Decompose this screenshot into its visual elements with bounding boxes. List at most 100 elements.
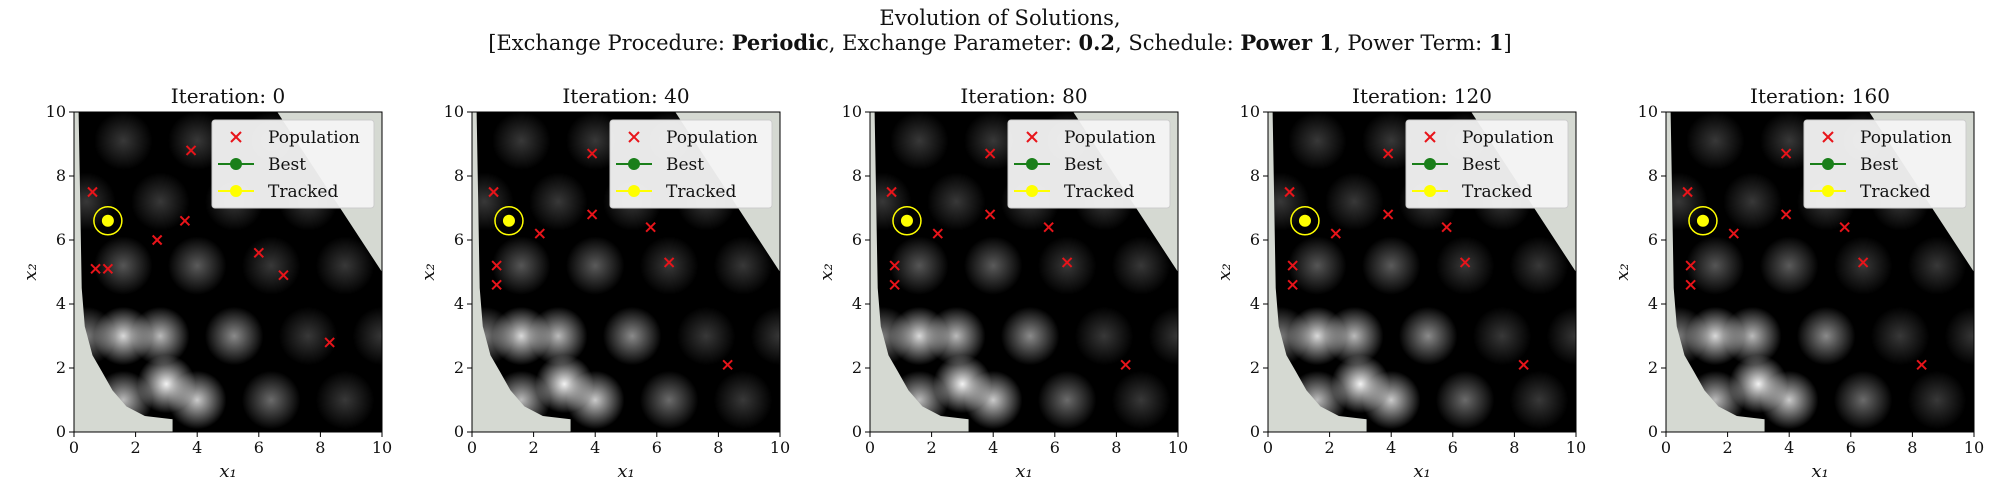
population-x-stroke-b	[586, 148, 598, 159]
legend-dot-icon	[1424, 158, 1436, 170]
population-x-stroke-b	[1441, 221, 1452, 233]
landscape-peak	[137, 354, 196, 414]
legend: Population Best Tracked	[1803, 119, 1967, 209]
landscape-peak	[1111, 370, 1171, 430]
y-tick-label: 8	[1250, 166, 1260, 185]
landscape-peak	[639, 236, 699, 295]
x-tick-label: 10	[372, 438, 392, 457]
landscape-peak	[1398, 306, 1458, 366]
y-tick-label: 0	[852, 422, 862, 441]
population-point	[491, 279, 502, 291]
x-axis-label: x₁	[219, 461, 236, 482]
landscape-peak	[926, 172, 986, 231]
population-x-stroke-b	[645, 221, 656, 233]
y-tick-label: 6	[454, 230, 464, 249]
population-point	[932, 228, 943, 239]
legend-entry: Population	[1026, 128, 1156, 148]
legend-dot-icon	[230, 158, 242, 170]
population-point	[586, 209, 598, 220]
legend-dot-icon	[1822, 158, 1834, 170]
landscape-peak	[1074, 306, 1134, 366]
legend-population-icon	[1822, 131, 1834, 143]
x-tick-label: 8	[1111, 438, 1121, 457]
population-x-stroke-b	[1685, 279, 1696, 291]
subplot-title: Iteration: 160	[1750, 84, 1890, 108]
landscape-peak	[1796, 306, 1856, 366]
x-tick-label: 2	[1723, 438, 1733, 457]
tracked-ring	[494, 206, 524, 236]
infeasible-region-lower-left	[870, 112, 969, 432]
legend-dot-icon	[1026, 158, 1038, 170]
population-x-stroke-b	[185, 145, 197, 156]
x-tick-label: 10	[1566, 438, 1586, 457]
population-point	[1330, 228, 1341, 239]
x-tick-label: 2	[1325, 438, 1335, 457]
y-tick-label: 10	[46, 102, 66, 121]
x-tick-label: 4	[590, 438, 600, 457]
x-tick-label: 10	[1168, 438, 1188, 457]
y-tick-label: 8	[852, 166, 862, 185]
landscape-peak	[870, 172, 912, 231]
legend-entry: Best	[1810, 155, 1898, 175]
legend-entry: Best	[1412, 155, 1500, 175]
figure-title-line2: [Exchange Procedure: Periodic, Exchange …	[0, 30, 2000, 55]
population-x-stroke-b	[1043, 221, 1054, 233]
legend-box	[211, 119, 375, 209]
schedule-value: Power 1	[1240, 30, 1334, 55]
population-x-stroke-b	[1857, 257, 1869, 268]
y-tick-label: 0	[1648, 422, 1658, 441]
landscape-peak	[1331, 354, 1390, 414]
legend-population-icon	[1424, 131, 1436, 143]
population-x-stroke-b	[1780, 148, 1792, 159]
population-x-stroke-b	[984, 209, 996, 220]
population-x-stroke-b	[1728, 228, 1739, 239]
subplot-3: 0 2 4 6 8 10 0 2 4 6 8 10 x₁ x₂ Iteration: 120 Populati…	[1214, 84, 1586, 482]
subplot-4: 0 2 4 6 8 10 0 2 4 6 8 10 x₁ x₂ Iteration: 160 Populati…	[1612, 84, 1984, 482]
tracked-dot	[900, 214, 913, 227]
landscape-peak	[130, 172, 190, 231]
landscape-peak	[1833, 370, 1893, 430]
y-axis-label: x₂	[816, 263, 837, 280]
legend-entry: Tracked	[1014, 182, 1134, 202]
population-x-stroke-b	[1382, 209, 1394, 220]
population-x-stroke-b	[586, 209, 598, 220]
legend-entry: Tracked	[616, 182, 736, 202]
legend-entry: Population	[628, 128, 758, 148]
landscape-peak	[565, 236, 625, 295]
exchange-procedure-value: Periodic	[731, 30, 829, 55]
legend-label: Best	[1462, 155, 1500, 175]
landscape-peak	[676, 306, 736, 366]
legend-entry: Population	[1822, 128, 1952, 148]
landscape-peak	[1833, 236, 1893, 295]
power-term-value: 1	[1488, 30, 1504, 55]
tracked-ring	[93, 206, 123, 236]
axes-frame	[1267, 111, 1577, 433]
population-point	[1287, 260, 1298, 271]
tracked-point	[93, 206, 123, 236]
population-point	[87, 186, 98, 198]
tracked-dot	[1298, 214, 1311, 227]
y-axis-label: x₂	[20, 263, 41, 280]
population-x-stroke-b	[1518, 359, 1529, 371]
y-tick-label: 8	[56, 166, 66, 185]
y-tick-label: 4	[1648, 294, 1658, 313]
legend-label: Tracked	[666, 182, 736, 202]
population-point	[1682, 186, 1693, 198]
legend-label: Tracked	[1064, 182, 1134, 202]
landscape-peak	[492, 306, 551, 366]
landscape-peak	[639, 370, 699, 430]
population-point	[984, 209, 996, 220]
population-point	[90, 263, 101, 275]
landscape-peak	[241, 236, 301, 295]
population-series	[1284, 148, 1529, 371]
population-point	[889, 260, 900, 271]
landscape-peak	[352, 306, 382, 366]
x-tick-label: 6	[1050, 438, 1060, 457]
legend-box	[1007, 119, 1171, 209]
landscape-peak	[167, 236, 227, 295]
population-point	[1518, 359, 1529, 371]
landscape-peak	[1686, 306, 1745, 366]
landscape-peak	[1037, 236, 1097, 295]
x-tick-label: 6	[1448, 438, 1458, 457]
